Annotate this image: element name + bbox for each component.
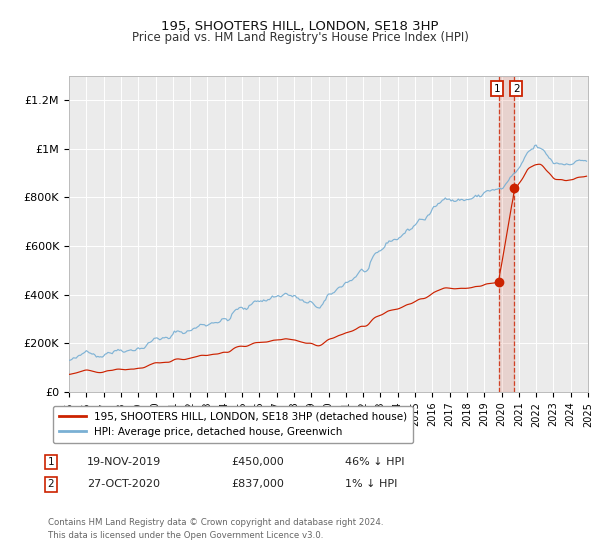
Text: 1% ↓ HPI: 1% ↓ HPI xyxy=(345,479,397,489)
Text: Price paid vs. HM Land Registry's House Price Index (HPI): Price paid vs. HM Land Registry's House … xyxy=(131,31,469,44)
Text: 195, SHOOTERS HILL, LONDON, SE18 3HP: 195, SHOOTERS HILL, LONDON, SE18 3HP xyxy=(161,20,439,32)
Text: 1: 1 xyxy=(494,83,500,94)
Text: 46% ↓ HPI: 46% ↓ HPI xyxy=(345,457,404,467)
Text: £450,000: £450,000 xyxy=(231,457,284,467)
Text: 27-OCT-2020: 27-OCT-2020 xyxy=(87,479,160,489)
Text: 1: 1 xyxy=(47,457,55,467)
Text: Contains HM Land Registry data © Crown copyright and database right 2024.
This d: Contains HM Land Registry data © Crown c… xyxy=(48,518,383,540)
Text: 19-NOV-2019: 19-NOV-2019 xyxy=(87,457,161,467)
Legend: 195, SHOOTERS HILL, LONDON, SE18 3HP (detached house), HPI: Average price, detac: 195, SHOOTERS HILL, LONDON, SE18 3HP (de… xyxy=(53,405,413,444)
Text: £837,000: £837,000 xyxy=(231,479,284,489)
Bar xyxy=(499,76,514,392)
Text: 2: 2 xyxy=(47,479,55,489)
Text: 2: 2 xyxy=(513,83,520,94)
